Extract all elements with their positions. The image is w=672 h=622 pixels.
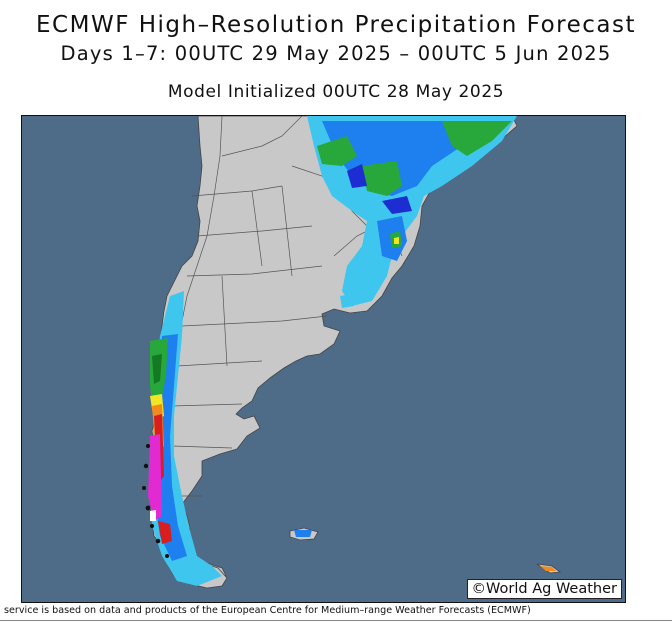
fjord-island — [142, 486, 146, 490]
province-lines — [171, 185, 328, 497]
rain-chile-white-core — [150, 510, 156, 521]
rain-dark-blue-band — [347, 164, 412, 214]
rain-northeast-green — [442, 121, 512, 156]
fjord-island — [155, 538, 161, 544]
rain-buenos-aires-light — [340, 294, 354, 308]
south-america-land — [149, 116, 518, 579]
rain-chile-dark-green — [152, 354, 162, 384]
map-credit: ©World Ag Weather — [466, 579, 622, 599]
map-title: ECMWF High–Resolution Precipitation Fore… — [36, 12, 636, 38]
rain-chile-magenta — [148, 434, 162, 521]
fjord-island — [146, 444, 150, 448]
footer-divider — [0, 620, 672, 621]
fjord-island — [149, 523, 155, 529]
map-canvas — [22, 116, 625, 602]
rain-central-green — [362, 161, 402, 196]
fjord-island — [145, 505, 151, 511]
fjord-island — [165, 554, 169, 558]
precipitation-map: ©World Ag Weather — [21, 115, 626, 603]
precipitation-shading — [148, 116, 556, 586]
chilean-fjords — [142, 444, 169, 558]
rain-north-green — [317, 136, 357, 166]
border-bolivia — [221, 116, 303, 157]
rain-chile-south-red — [158, 521, 172, 544]
rain-falklands-blue — [294, 530, 312, 537]
forecast-period: Days 1–7: 00UTC 29 May 2025 – 00UTC 5 Ju… — [60, 42, 612, 65]
rain-island-orange — [540, 566, 556, 571]
rain-south-brazil-yellow — [394, 237, 399, 244]
fjord-island — [143, 463, 149, 469]
footer-attribution: service is based on data and products of… — [4, 605, 531, 616]
model-initialized: Model Initialized 00UTC 28 May 2025 — [167, 82, 505, 102]
